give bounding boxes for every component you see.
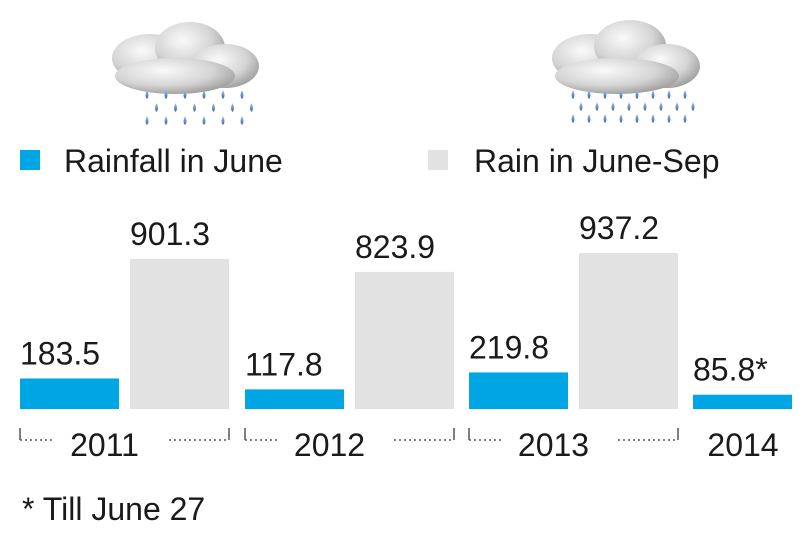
rain-drop bbox=[603, 114, 607, 123]
legend-june-label: Rainfall in June bbox=[64, 143, 283, 179]
rain-drop bbox=[627, 102, 631, 111]
rain-drop bbox=[667, 114, 671, 123]
rain-drop bbox=[164, 90, 168, 99]
rain-drop bbox=[571, 90, 575, 99]
rain-drop bbox=[579, 102, 583, 111]
legend: Rainfall in June Rain in June-Sep bbox=[20, 143, 719, 179]
rain-drop bbox=[183, 116, 187, 125]
year-axis: 2011 2012 2013 2014 bbox=[19, 427, 779, 463]
rain-drop bbox=[183, 90, 187, 99]
bar-label-season-2011: 901.3 bbox=[130, 216, 210, 252]
bar-june-2012 bbox=[245, 389, 344, 409]
rain-drop bbox=[611, 102, 615, 111]
rain-drop bbox=[587, 90, 591, 99]
rain-drop bbox=[643, 102, 647, 111]
rain-drop bbox=[145, 116, 149, 125]
bar-label-june-2011: 183.5 bbox=[20, 335, 100, 371]
rain-drop bbox=[635, 114, 639, 123]
rain-drop bbox=[164, 116, 168, 125]
year-label-2014: 2014 bbox=[707, 427, 778, 463]
bar-june-2011 bbox=[20, 378, 119, 409]
rain-drop bbox=[675, 102, 679, 111]
bar-season-2013 bbox=[579, 253, 678, 409]
rain-drop bbox=[683, 114, 687, 123]
rain-drop bbox=[193, 103, 196, 112]
rain-drop bbox=[619, 114, 623, 123]
bar-label-season-2012: 823.9 bbox=[355, 229, 435, 265]
rain-drop bbox=[603, 90, 607, 99]
bar-june-2013 bbox=[469, 372, 568, 409]
footnote: * Till June 27 bbox=[22, 491, 205, 527]
year-label-2011: 2011 bbox=[70, 427, 139, 463]
bar-label-season-2013: 937.2 bbox=[579, 210, 659, 246]
rain-drop bbox=[635, 90, 639, 99]
rain-drop bbox=[619, 90, 623, 99]
rain-drop bbox=[212, 103, 215, 112]
bar-season-2012 bbox=[355, 271, 454, 409]
year-label-2012: 2012 bbox=[294, 427, 365, 463]
rain-drop bbox=[571, 114, 575, 123]
rain-drop bbox=[202, 116, 206, 125]
bar-label-june-2014: 85.8* bbox=[693, 352, 768, 388]
year-label-2013: 2013 bbox=[518, 427, 589, 463]
rain-drop bbox=[174, 103, 177, 112]
rain-drop bbox=[202, 90, 206, 99]
rain-drop bbox=[231, 103, 234, 112]
rain-drop bbox=[667, 90, 671, 99]
heavy-rain-cloud-icon bbox=[552, 20, 700, 123]
rain-drop bbox=[221, 90, 225, 99]
rain-drop bbox=[587, 114, 591, 123]
legend-june-swatch bbox=[20, 150, 40, 170]
legend-season-label: Rain in June-Sep bbox=[474, 143, 719, 179]
rain-drop bbox=[659, 102, 663, 111]
rain-drop bbox=[691, 102, 695, 111]
bar-season-2011 bbox=[130, 259, 229, 409]
bar-label-june-2012: 117.8 bbox=[245, 346, 323, 382]
rain-drop bbox=[145, 90, 149, 99]
rain-drop bbox=[651, 114, 655, 123]
rain-drop bbox=[250, 103, 253, 112]
bar-june-2014 bbox=[693, 394, 792, 409]
rain-drop bbox=[221, 116, 225, 125]
rain-drop bbox=[240, 116, 244, 125]
bar-group: 183.5 901.3 117.8 823.9 219.8 937.2 85.8* bbox=[20, 210, 792, 409]
rain-drop bbox=[240, 90, 244, 99]
bar-label-june-2013: 219.8 bbox=[469, 329, 549, 365]
legend-season-swatch bbox=[428, 150, 448, 170]
rain-drop bbox=[651, 90, 655, 99]
rain-cloud-icon bbox=[112, 22, 259, 125]
rain-drop bbox=[683, 90, 687, 99]
rain-drop bbox=[595, 102, 599, 111]
rain-drop bbox=[155, 103, 158, 112]
